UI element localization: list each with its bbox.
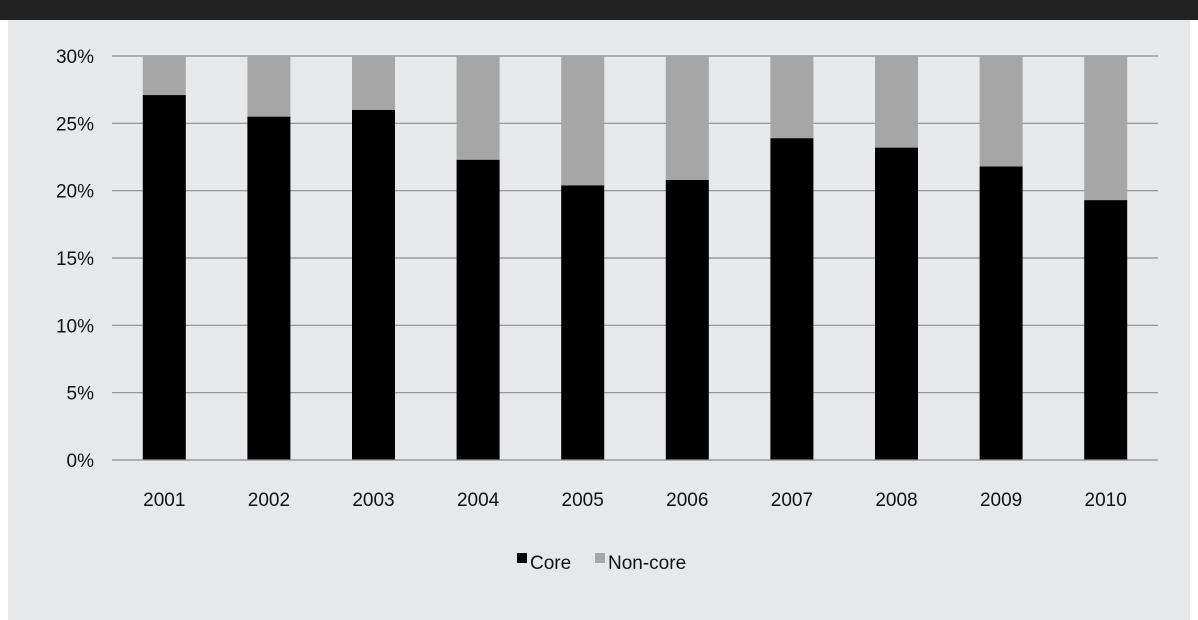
x-tick-label: 2003 (352, 490, 394, 511)
y-tick-label: 25% (56, 114, 94, 135)
bar-non-core-2003 (352, 56, 395, 110)
top-bar (0, 0, 1198, 20)
legend-swatch-core (517, 553, 527, 563)
x-tick-label: 2002 (248, 490, 290, 511)
legend-swatch-non-core (595, 553, 605, 563)
y-axis-tick-labels: 0% 5% 10% 15% 20% 25% 30% (56, 47, 94, 472)
x-tick-label: 2007 (771, 490, 813, 511)
y-tick-label: 5% (67, 384, 95, 405)
y-tick-label: 15% (56, 249, 94, 270)
bar-core-2003 (352, 109, 395, 460)
bar-core-2010 (1084, 200, 1128, 461)
bar-non-core-2005 (561, 56, 605, 186)
legend-label-core: Core (530, 553, 571, 574)
bar-non-core-2006 (665, 56, 709, 180)
y-tick-label: 20% (56, 182, 94, 203)
legend-label-non-core: Non-core (608, 553, 686, 574)
y-tick-label: 10% (56, 316, 94, 337)
x-tick-label: 2008 (875, 490, 917, 511)
x-tick-label: 2010 (1085, 490, 1127, 511)
y-tick-label: 30% (56, 47, 94, 68)
bar-core-2002 (247, 116, 291, 460)
bar-non-core-2010 (1084, 56, 1128, 201)
legend: Core Non-core (517, 553, 686, 574)
bar-core-2006 (665, 179, 709, 461)
bars (142, 56, 1128, 461)
bar-non-core-2009 (979, 56, 1023, 167)
bar-core-2004 (456, 159, 500, 460)
x-tick-label: 2009 (980, 490, 1022, 511)
bar-non-core-2002 (247, 56, 291, 117)
bar-non-core-2001 (142, 56, 186, 96)
y-tick-label: 0% (67, 451, 95, 472)
bar-non-core-2004 (456, 56, 500, 160)
bar-core-2007 (770, 138, 814, 460)
bar-non-core-2008 (875, 56, 918, 148)
bar-core-2009 (979, 166, 1023, 460)
x-tick-label: 2001 (143, 490, 185, 511)
x-tick-label: 2005 (562, 490, 604, 511)
x-axis-tick-labels: 2001 2002 2003 2004 2005 2006 2007 2008 2009 2010 (143, 490, 1127, 511)
x-tick-label: 2006 (666, 490, 708, 511)
bar-core-2008 (875, 147, 918, 460)
bar-core-2005 (561, 185, 605, 460)
bar-core-2001 (142, 95, 186, 460)
bar-non-core-2007 (770, 56, 814, 139)
x-tick-label: 2004 (457, 490, 500, 511)
